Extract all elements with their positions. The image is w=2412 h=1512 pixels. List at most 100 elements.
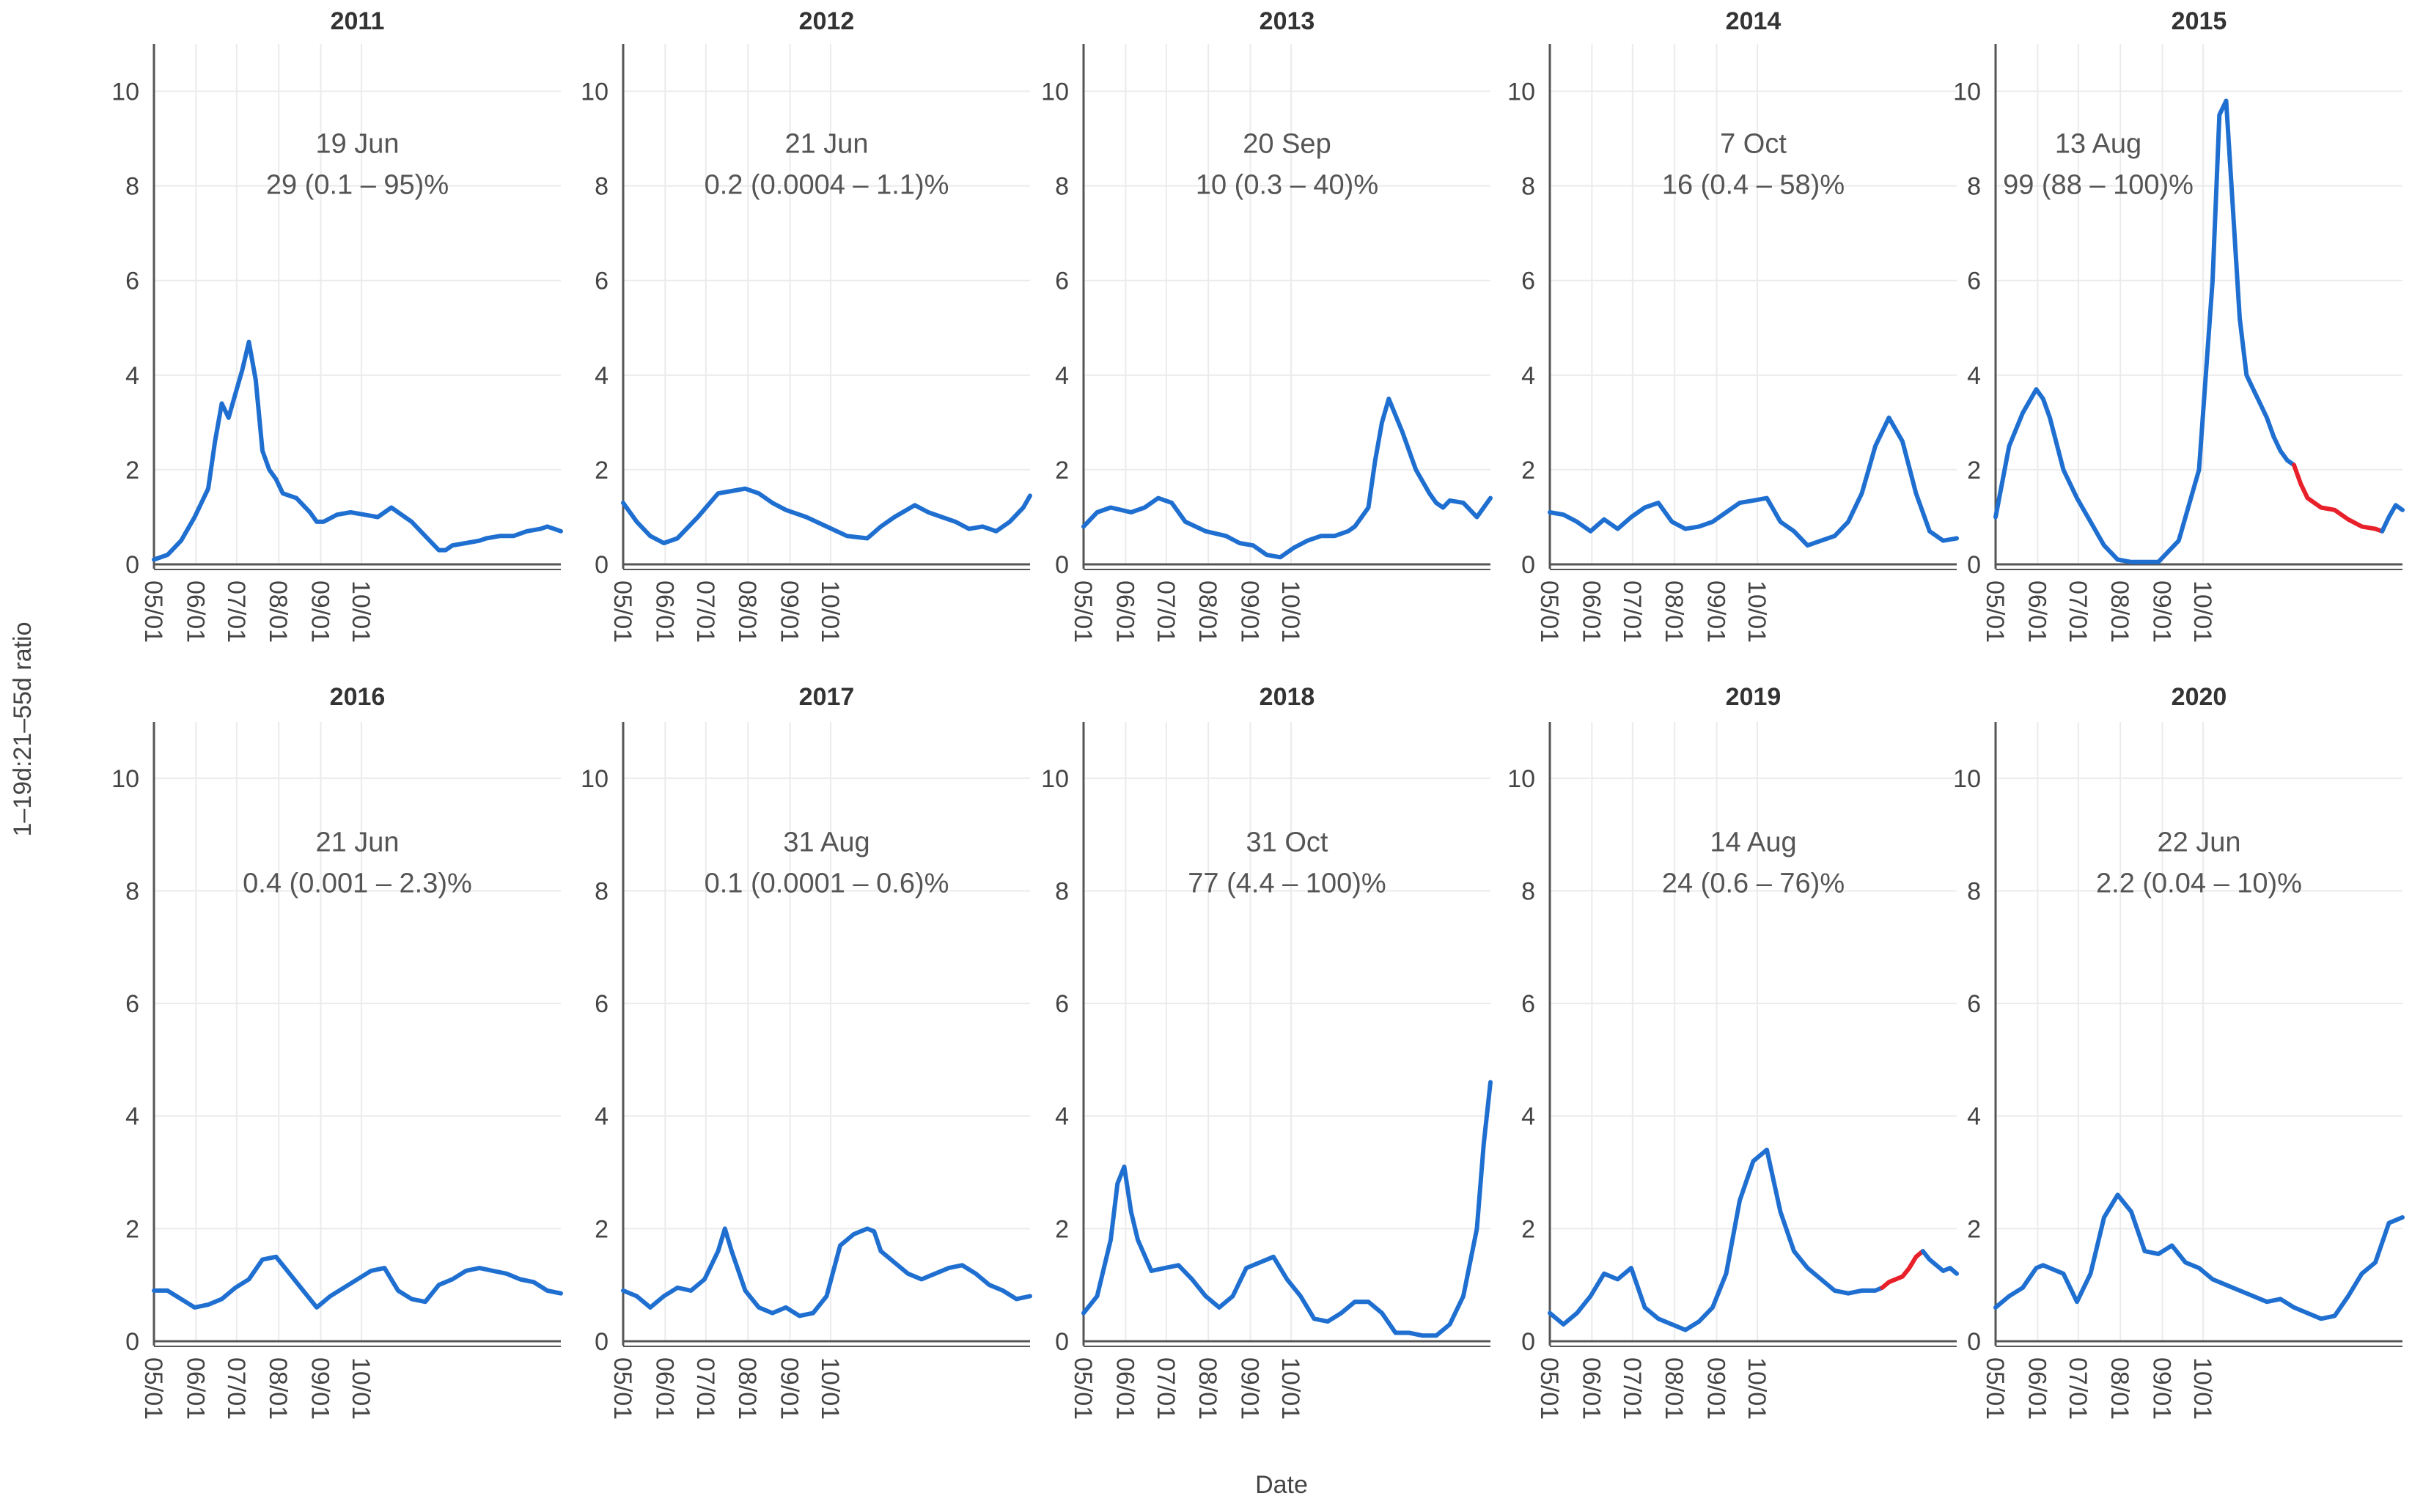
annotation-value: 16 (0.4 – 58)%: [1662, 169, 1845, 200]
y-tick-label: 6: [1055, 268, 1069, 295]
annotation-date: 21 Jun: [315, 827, 399, 858]
x-tick-label: 10/01: [347, 1357, 375, 1420]
y-tick-label: 8: [1967, 877, 1981, 905]
x-tick-label: 07/01: [222, 580, 250, 643]
x-tick-label: 10/01: [816, 580, 844, 643]
series-line-1: [2292, 462, 2385, 534]
x-tick-label: 10/01: [1276, 1357, 1304, 1420]
series-line: [621, 1226, 1032, 1319]
y-tick-label: 0: [1055, 1328, 1069, 1356]
panel-2011: 0 2 4 6 8 10 05/01 06/01 07/01 08/01 09/01 10/01 201…: [111, 7, 563, 643]
x-tick-label: 05/01: [1981, 580, 2009, 643]
x-tick-label: 09/01: [776, 580, 804, 643]
x-tick-label: 05/01: [1535, 1357, 1563, 1420]
y-tick-label: 0: [1055, 551, 1069, 579]
x-tick-label: 06/01: [181, 580, 209, 643]
panel-title: 2019: [1726, 683, 1782, 711]
y-tick-label: 4: [125, 1103, 139, 1131]
y-tick-label: 10: [1041, 765, 1069, 793]
series-line: [152, 339, 563, 562]
y-tick-label: 4: [1521, 1103, 1535, 1131]
x-tick-label: 06/01: [2023, 580, 2051, 643]
y-tick-label: 8: [125, 877, 139, 905]
x-tick-label: 05/01: [139, 1357, 167, 1420]
x-tick-label: 08/01: [2106, 580, 2133, 643]
y-tick-label: 2: [595, 1215, 608, 1243]
y-tick-label: 8: [1055, 173, 1069, 201]
annotation-date: 13 Aug: [2055, 128, 2141, 159]
series-line: [1081, 397, 1493, 560]
x-tick-label: 06/01: [1111, 1357, 1139, 1420]
y-tick-label: 2: [1521, 1215, 1535, 1243]
y-tick-label: 10: [1041, 78, 1069, 106]
series-line-2: [1920, 1249, 1959, 1276]
x-tick-label: 07/01: [1152, 1357, 1180, 1420]
annotation-value: 99 (88 – 100)%: [2003, 169, 2194, 200]
panel-title: 2015: [2172, 7, 2227, 35]
x-tick-label: 05/01: [1981, 1357, 2009, 1420]
series-line-2: [2380, 503, 2405, 534]
x-tick-label: 07/01: [691, 580, 719, 643]
panel-title: 2012: [799, 7, 855, 35]
annotation-value: 0.4 (0.001 – 2.3)%: [243, 869, 472, 899]
y-tick-label: 0: [1521, 551, 1535, 579]
y-tick-label: 8: [1521, 877, 1535, 905]
x-tick-label: 09/01: [1702, 1357, 1730, 1420]
panel-2016: 0 2 4 6 8 10 05/01 06/01 07/01 08/01 09/01 10/01 201…: [111, 683, 563, 1420]
y-axis-label: 1–19d:21–55d ratio: [9, 622, 37, 836]
annotation-date: 7 Oct: [1720, 128, 1787, 159]
y-tick-label: 10: [1953, 78, 1981, 106]
series-line: [1081, 1080, 1493, 1338]
annotation-value: 24 (0.6 – 76)%: [1662, 869, 1845, 899]
x-tick-label: 10/01: [1743, 580, 1771, 643]
y-tick-label: 2: [1967, 457, 1981, 484]
annotation-date: 31 Oct: [1246, 827, 1328, 858]
x-tick-label: 07/01: [1618, 580, 1646, 643]
y-tick-label: 8: [595, 173, 608, 201]
y-tick-label: 2: [1055, 1215, 1069, 1243]
x-tick-label: 06/01: [1577, 1357, 1605, 1420]
panel-2013: 0 2 4 6 8 10 05/01 06/01 07/01 08/01 09/01 10/01 201…: [1041, 7, 1493, 643]
series-line: [152, 1254, 563, 1310]
y-tick-label: 6: [1967, 990, 1981, 1018]
x-tick-label: 06/01: [1577, 580, 1605, 643]
annotation-date: 20 Sep: [1243, 128, 1331, 159]
annotation-date: 19 Jun: [315, 128, 399, 159]
x-tick-label: 10/01: [1276, 580, 1304, 643]
y-tick-label: 10: [1507, 78, 1535, 106]
y-tick-label: 6: [595, 990, 608, 1018]
annotation-date: 31 Aug: [783, 827, 869, 858]
x-tick-label: 06/01: [650, 1357, 678, 1420]
x-tick-label: 08/01: [733, 1357, 761, 1420]
y-tick-label: 2: [1521, 457, 1535, 484]
y-tick-label: 10: [1507, 765, 1535, 793]
x-tick-label: 09/01: [776, 1357, 804, 1420]
annotation-date: 21 Jun: [784, 128, 868, 159]
x-tick-label: 08/01: [264, 580, 292, 643]
y-tick-label: 6: [125, 990, 139, 1018]
annotation-value: 0.2 (0.0004 – 1.1)%: [705, 169, 949, 200]
x-tick-label: 08/01: [733, 580, 761, 643]
y-tick-label: 4: [1055, 362, 1069, 390]
panel-title: 2018: [1260, 683, 1315, 711]
panel-title: 2013: [1260, 7, 1315, 35]
panel-2020: 0 2 4 6 8 10 05/01 06/01 07/01 08/01 09/01 10/01 202…: [1953, 683, 2405, 1420]
y-tick-label: 0: [125, 1328, 139, 1356]
x-tick-label: 10/01: [1743, 1357, 1771, 1420]
x-tick-label: 06/01: [1111, 580, 1139, 643]
y-tick-label: 0: [125, 551, 139, 579]
y-tick-label: 6: [1521, 268, 1535, 295]
x-tick-label: 10/01: [347, 580, 375, 643]
y-tick-label: 10: [581, 78, 608, 106]
y-tick-label: 6: [125, 268, 139, 295]
x-tick-label: 09/01: [306, 1357, 334, 1420]
annotation-value: 0.1 (0.0001 – 0.6)%: [705, 869, 949, 899]
y-tick-label: 6: [595, 268, 608, 295]
y-tick-label: 0: [1967, 1328, 1981, 1356]
y-tick-label: 2: [1055, 457, 1069, 484]
series-line-1: [1880, 1249, 1925, 1290]
y-tick-label: 10: [581, 765, 608, 793]
panel-title: 2017: [799, 683, 855, 711]
